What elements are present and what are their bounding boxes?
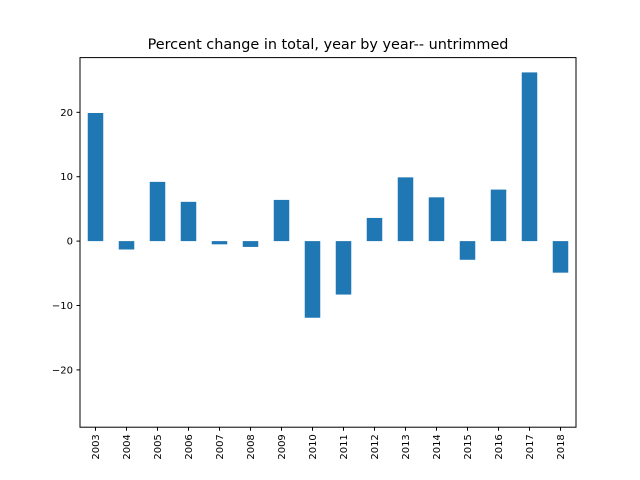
- y-tick-label: 10: [60, 172, 73, 183]
- x-tick-label: 2005: [153, 434, 164, 459]
- bar-2010: [304, 241, 321, 318]
- x-tick-label: 2014: [432, 434, 443, 459]
- bar-2006: [180, 201, 197, 242]
- x-axis-label: _: [325, 471, 332, 480]
- x-tick-label: 2017: [525, 434, 536, 459]
- x-tick-label: 2003: [91, 434, 102, 459]
- x-tick-label: 2006: [184, 434, 195, 459]
- bar-2003: [87, 112, 104, 242]
- x-tick-label: 2018: [556, 434, 567, 459]
- bar-2017: [521, 72, 538, 242]
- plot-frame: [79, 57, 577, 428]
- bar-2004: [118, 241, 135, 250]
- x-tick-label: 2016: [494, 434, 505, 459]
- y-tick-label: −10: [52, 301, 73, 312]
- bar-2011: [335, 241, 352, 295]
- x-tick-label: 2007: [215, 434, 226, 459]
- y-axis: −20 −10 0 10 20: [52, 108, 80, 376]
- x-tick-label: 2013: [401, 434, 412, 459]
- bar-2009: [273, 199, 290, 242]
- bar-2015: [459, 241, 476, 260]
- y-tick-label: 0: [67, 237, 73, 248]
- bar-2013: [397, 177, 414, 242]
- x-tick-label: 2015: [463, 434, 474, 459]
- x-tick-label: 2004: [122, 434, 133, 459]
- x-tick-label: 2008: [246, 434, 257, 459]
- x-tick-label: 2009: [277, 434, 288, 459]
- y-tick-label: 20: [60, 108, 73, 119]
- bar-2005: [149, 181, 166, 242]
- bar-2016: [490, 189, 507, 242]
- x-tick-label: 2010: [308, 434, 319, 459]
- bar-2008: [242, 241, 259, 247]
- chart-title: Percent change in total, year by year-- …: [148, 37, 509, 53]
- x-tick-label: 2012: [370, 434, 381, 459]
- bar-2018: [552, 241, 569, 273]
- bar-2007: [211, 241, 228, 245]
- bar-2014: [428, 197, 445, 242]
- bars: [87, 72, 569, 318]
- x-tick-label: 2011: [339, 434, 350, 459]
- y-tick-label: −20: [52, 365, 73, 376]
- x-axis: 2003 2004 2005 2006 2007 2008 2009 2010 2011 2012…: [91, 427, 567, 460]
- bar-2012: [366, 217, 383, 242]
